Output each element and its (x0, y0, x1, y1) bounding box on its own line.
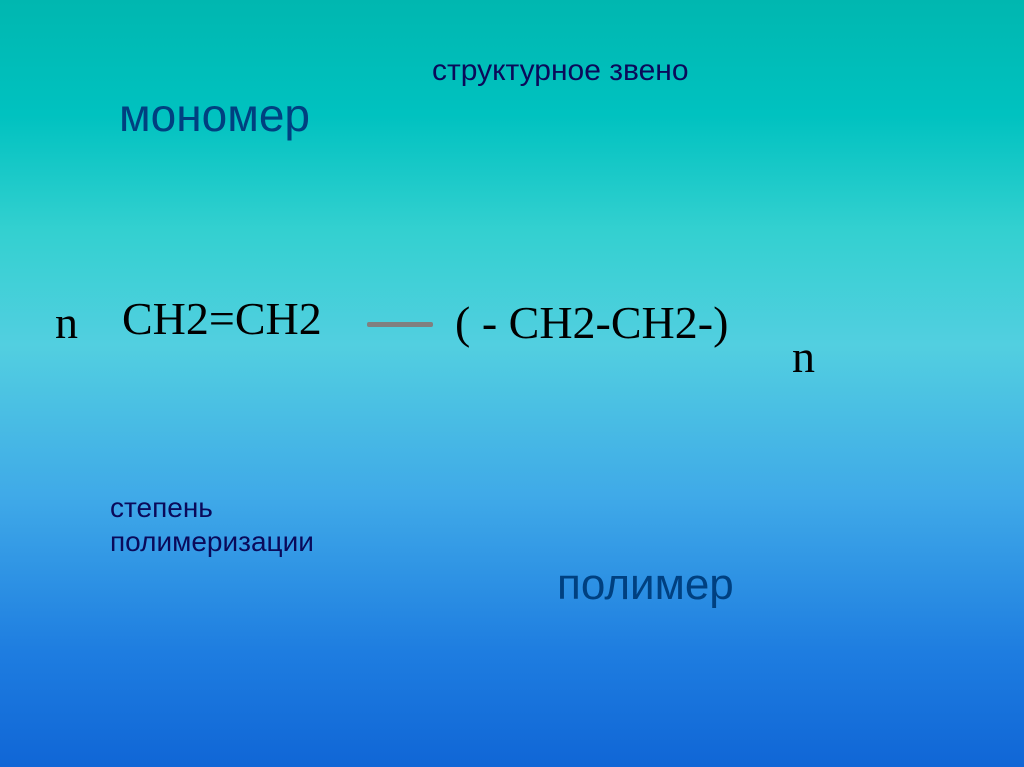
label-structural-unit: структурное звено (432, 54, 689, 88)
slide: структурное звено мономер n СН2=СН2 ( - … (0, 0, 1024, 767)
equation-product-formula: ( - СН2-СН2-) (455, 296, 728, 349)
label-degree-line1: степень (110, 492, 213, 524)
label-polymer: полимер (557, 560, 734, 610)
equation-subscript-n: n (792, 330, 815, 383)
equation-monomer-formula: СН2=СН2 (122, 292, 322, 345)
label-monomer: мономер (119, 88, 310, 142)
reaction-arrow (367, 322, 433, 327)
equation-coeff-n: n (55, 296, 78, 349)
label-degree-line2: полимеризации (110, 526, 314, 558)
